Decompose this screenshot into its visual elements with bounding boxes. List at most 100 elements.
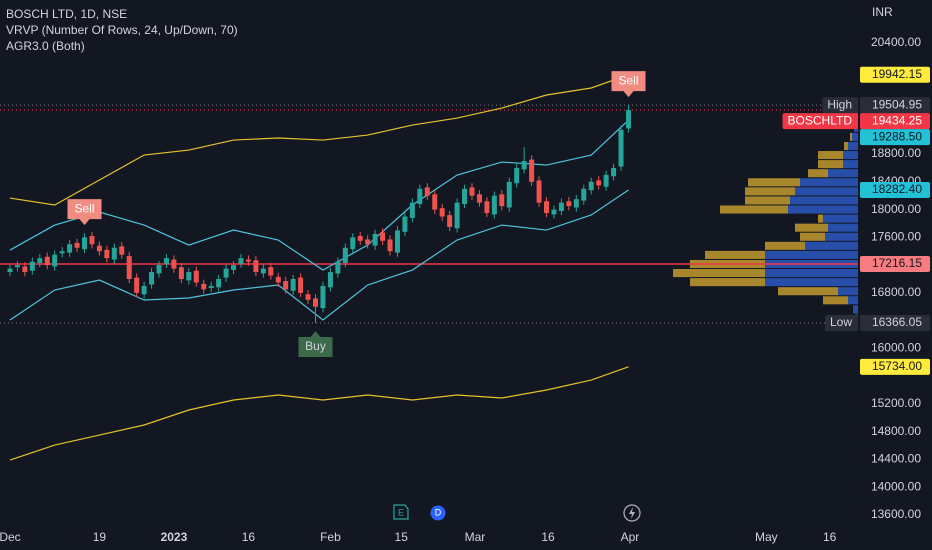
candle-body: [618, 129, 624, 167]
candle-body: [573, 199, 579, 208]
x-tick-label: Apr: [621, 530, 640, 544]
profile-down: [765, 241, 805, 250]
profile-down: [705, 250, 765, 259]
candle-body: [29, 261, 35, 271]
profile-down: [745, 196, 790, 205]
event-icon[interactable]: D: [430, 505, 446, 521]
profile-down: [808, 169, 828, 178]
price-badge-label: 19288.50: [872, 129, 922, 143]
y-tick-label: 17600.00: [871, 230, 921, 244]
candle-body: [432, 194, 438, 210]
indicator-label: AGR3.0 (Both): [6, 39, 85, 53]
candle-body: [417, 188, 423, 205]
candle-body: [223, 268, 229, 278]
candle-body: [447, 215, 453, 227]
signal-box: [298, 330, 333, 357]
candle-body: [305, 294, 311, 300]
candle-body: [409, 202, 415, 218]
candle-body: [350, 237, 356, 250]
event-icon[interactable]: E: [393, 504, 409, 520]
candle-body: [74, 242, 80, 248]
candle-body: [581, 188, 587, 201]
x-tick-label: Dec: [0, 530, 21, 544]
x-tick-label: 16: [541, 530, 555, 544]
candle-body: [253, 260, 259, 273]
candle-body: [44, 256, 50, 266]
candle-body: [275, 276, 281, 283]
price-tag: [782, 113, 858, 130]
candle-body: [454, 202, 460, 229]
signal-box: [611, 71, 646, 98]
profile-up: [838, 287, 858, 296]
profile-down: [800, 232, 825, 241]
y-tick-label: 14000.00: [871, 479, 921, 493]
candle-body: [544, 201, 550, 214]
candle-body: [506, 181, 512, 208]
x-tick-label: 16: [823, 530, 837, 544]
candle-body: [536, 180, 542, 203]
candle-body: [558, 202, 564, 211]
profile-up: [790, 196, 858, 205]
candle-body: [290, 278, 296, 291]
candle-body: [268, 267, 274, 276]
candle-body: [22, 266, 28, 273]
y-tick-label: 18800.00: [871, 146, 921, 160]
candle-body: [104, 249, 110, 259]
profile-up: [828, 223, 858, 232]
candle-body: [603, 174, 609, 187]
candle-body: [7, 268, 13, 273]
candle-body: [439, 208, 445, 217]
candle-body: [320, 285, 326, 309]
profile-up: [800, 178, 858, 187]
band-line: [9, 189, 629, 321]
profile-down: [844, 141, 848, 151]
profile-up: [795, 187, 858, 196]
price-badge-label: 15734.00: [872, 359, 922, 373]
candle-body: [327, 272, 333, 288]
x-tick-label: 16: [242, 530, 256, 544]
indicator-label: VRVP (Number Of Rows, 24, Up/Down, 70): [6, 23, 238, 37]
profile-down: [778, 287, 838, 296]
chart-title: BOSCH LTD, 1D, NSE: [6, 7, 127, 21]
candle-body: [111, 247, 117, 260]
event-shape: [393, 504, 409, 520]
candle-body: [82, 237, 88, 250]
y-tick-label: 15200.00: [871, 396, 921, 410]
price-badge: [860, 97, 930, 114]
candle-body: [201, 283, 207, 290]
x-tick-label: May: [755, 530, 778, 544]
event-letter: D: [435, 507, 442, 517]
profile-up: [765, 278, 858, 287]
candle-body: [342, 247, 348, 264]
profile-up: [788, 205, 858, 214]
profile-down: [748, 178, 800, 187]
candle-body: [89, 235, 95, 245]
event-letter: E: [398, 507, 404, 517]
price-badge-label: 16366.05: [872, 315, 922, 329]
profile-up: [843, 160, 858, 169]
x-tick-label: 2023: [161, 530, 188, 544]
band-line: [9, 366, 629, 461]
currency-label: INR: [872, 5, 893, 19]
candle-body: [380, 232, 386, 241]
candle-body: [402, 216, 408, 232]
event-icon[interactable]: [623, 504, 641, 522]
profile-down: [850, 132, 852, 141]
price-badge: [860, 314, 930, 331]
candle-body: [335, 261, 341, 274]
candle-body: [14, 265, 20, 268]
profile-up: [765, 269, 858, 278]
profile-down: [720, 205, 788, 214]
profile-up: [853, 305, 858, 314]
y-tick-label: 16000.00: [871, 341, 921, 355]
candle-body: [59, 251, 65, 254]
signal-label: Sell: [618, 73, 638, 87]
price-tag-label: Low: [830, 315, 852, 329]
y-tick-label: 13600.00: [871, 507, 921, 521]
candle-body: [424, 187, 430, 196]
candle-body: [462, 188, 468, 205]
candle-body: [469, 187, 475, 196]
price-tag: [824, 314, 858, 331]
candle-body: [313, 298, 319, 307]
